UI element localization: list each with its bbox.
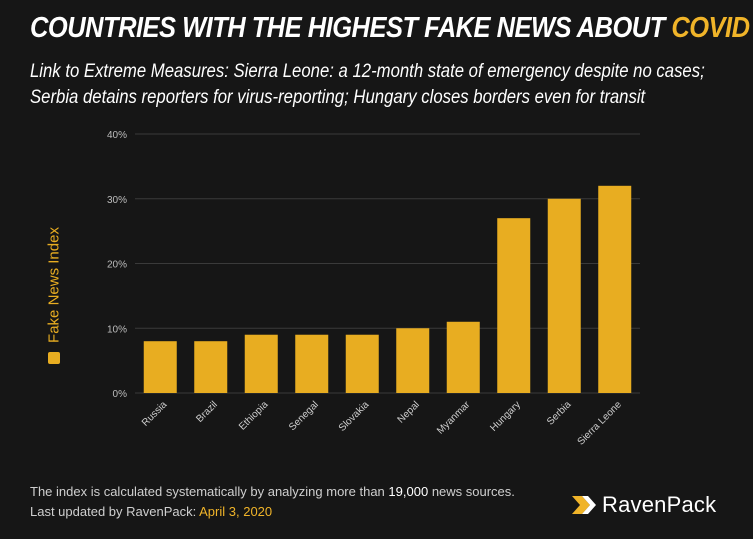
footer-note: The index is calculated systematically b… — [30, 482, 515, 522]
chart-subtitle: Link to Extreme Measures: Sierra Leone: … — [30, 59, 725, 111]
bar-hungary — [497, 218, 531, 393]
ravenpack-logo: RavenPack — [570, 492, 716, 518]
bar-russia — [143, 341, 177, 393]
footer-line1-suffix: news sources. — [431, 484, 515, 499]
bar-nepal — [396, 328, 430, 393]
x-tick-label: Senegal — [287, 399, 321, 433]
x-tick-label: Serbia — [545, 399, 574, 428]
y-tick-label: 40% — [107, 130, 127, 141]
title-accent: COVID — [671, 12, 750, 44]
footer-line1-highlight: 19,000 — [388, 484, 429, 499]
title-main: COUNTRIES WITH THE HIGHEST FAKE NEWS ABO… — [30, 12, 665, 44]
x-tick-label: Nepal — [396, 399, 422, 425]
subtitle-line-1: Link to Extreme Measures: Sierra Leone: … — [30, 61, 705, 82]
y-tick-label: 20% — [107, 260, 127, 271]
bar-slovakia — [345, 334, 379, 393]
legend-swatch — [48, 352, 60, 364]
x-tick-label: Hungary — [488, 399, 523, 434]
bar-senegal — [295, 334, 329, 393]
footer-line2-prefix: Last updated by RavenPack: — [30, 504, 197, 519]
y-tick-label: 0% — [113, 389, 128, 400]
subtitle-line-2: Serbia detains reporters for virus-repor… — [30, 87, 646, 108]
footer-line-2: Last updated by RavenPack: April 3, 2020 — [30, 502, 515, 522]
bar-brazil — [194, 341, 228, 393]
footer-line1-prefix: The index is calculated systematically b… — [30, 484, 385, 499]
chart-title: COUNTRIES WITH THE HIGHEST FAKE NEWS ABO… — [30, 12, 750, 45]
footer-line2-highlight: April 3, 2020 — [199, 504, 273, 519]
bar-ethiopia — [244, 334, 278, 393]
footer-line-1: The index is calculated systematically b… — [30, 482, 515, 502]
bar-myanmar — [446, 321, 480, 393]
x-tick-label: Slovakia — [337, 399, 372, 434]
x-tick-label: Russia — [140, 399, 170, 429]
legend-label: Fake News Index — [45, 227, 63, 343]
bar-serbia — [547, 198, 581, 393]
x-tick-label: Myanmar — [435, 399, 473, 437]
x-tick-label: Sierra Leone — [576, 399, 625, 448]
bar-chart: 0% 10% 20% 30% 40% Russia Brazil Ethiopia Senega… — [107, 130, 640, 448]
bar-sierra-leone — [598, 185, 632, 393]
ravenpack-logo-icon — [572, 496, 596, 514]
brand-name: RavenPack — [602, 492, 717, 517]
y-tick-label: 30% — [107, 195, 127, 206]
x-tick-label: Ethiopia — [237, 399, 271, 433]
x-tick-label: Brazil — [194, 399, 219, 424]
y-tick-label: 10% — [107, 324, 127, 335]
